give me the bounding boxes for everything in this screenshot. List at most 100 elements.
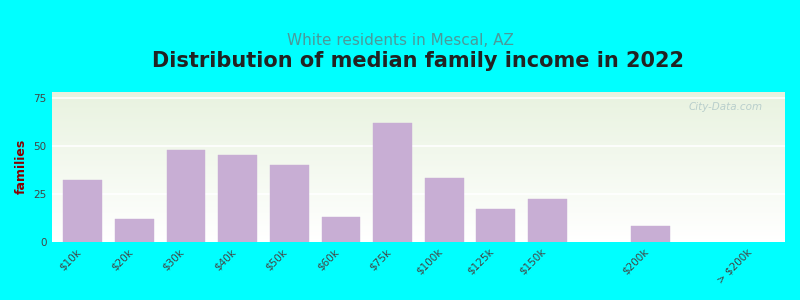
Bar xyxy=(52,180,785,181)
Bar xyxy=(52,141,785,142)
Bar xyxy=(52,120,785,121)
Bar xyxy=(52,212,785,213)
Bar xyxy=(52,143,785,144)
Bar xyxy=(52,146,785,147)
Bar xyxy=(52,169,785,170)
Bar xyxy=(52,137,785,138)
Bar xyxy=(52,205,785,206)
Bar xyxy=(52,155,785,156)
Bar xyxy=(52,112,785,113)
Bar xyxy=(52,118,785,119)
Bar xyxy=(52,136,785,137)
Bar xyxy=(52,238,785,239)
Bar xyxy=(52,199,785,200)
Bar xyxy=(52,200,785,201)
Bar xyxy=(52,156,785,157)
Bar xyxy=(52,168,785,169)
Bar xyxy=(52,189,785,190)
Bar xyxy=(218,155,257,242)
Bar xyxy=(52,164,785,165)
Bar xyxy=(52,171,785,172)
Bar xyxy=(52,107,785,108)
Bar xyxy=(52,236,785,237)
Bar xyxy=(52,125,785,126)
Bar xyxy=(52,111,785,112)
Bar xyxy=(52,191,785,192)
Bar xyxy=(52,126,785,127)
Bar xyxy=(52,131,785,132)
Title: Distribution of median family income in 2022: Distribution of median family income in … xyxy=(152,51,684,71)
Bar xyxy=(52,240,785,241)
Bar xyxy=(52,174,785,175)
Bar xyxy=(52,108,785,109)
Bar xyxy=(52,226,785,227)
Bar xyxy=(52,203,785,204)
Bar xyxy=(52,151,785,152)
Bar xyxy=(52,206,785,207)
Bar xyxy=(52,178,785,179)
Bar xyxy=(52,216,785,217)
Bar xyxy=(52,233,785,234)
Bar xyxy=(52,210,785,211)
Bar xyxy=(52,163,785,164)
Bar xyxy=(52,127,785,128)
Bar xyxy=(52,234,785,235)
Bar xyxy=(52,102,785,103)
Bar xyxy=(52,228,785,229)
Bar xyxy=(52,202,785,203)
Bar xyxy=(52,100,785,101)
Bar xyxy=(52,149,785,150)
Bar xyxy=(52,134,785,135)
Bar xyxy=(52,179,785,180)
Bar xyxy=(52,103,785,104)
Bar xyxy=(52,176,785,177)
Bar xyxy=(52,208,785,209)
Bar xyxy=(52,166,785,167)
Bar xyxy=(52,115,785,116)
Bar xyxy=(52,223,785,224)
Bar xyxy=(52,184,785,185)
Bar xyxy=(115,219,154,242)
Bar xyxy=(52,188,785,189)
Bar xyxy=(52,239,785,240)
Bar xyxy=(52,204,785,205)
Bar xyxy=(52,219,785,220)
Bar xyxy=(52,97,785,98)
Bar xyxy=(52,122,785,123)
Bar xyxy=(52,133,785,134)
Bar xyxy=(52,101,785,102)
Bar xyxy=(52,142,785,143)
Bar xyxy=(52,167,785,168)
Bar xyxy=(425,178,463,242)
Bar xyxy=(52,162,785,163)
Text: White residents in Mescal, AZ: White residents in Mescal, AZ xyxy=(286,33,514,48)
Bar xyxy=(52,222,785,223)
Bar xyxy=(52,98,785,99)
Bar xyxy=(52,114,785,115)
Bar xyxy=(52,124,785,125)
Bar xyxy=(52,153,785,154)
Bar xyxy=(52,217,785,218)
Bar xyxy=(52,165,785,166)
Bar xyxy=(52,152,785,153)
Bar xyxy=(52,220,785,221)
Bar xyxy=(52,93,785,94)
Bar xyxy=(631,226,670,242)
Bar xyxy=(52,190,785,191)
Bar xyxy=(52,197,785,198)
Bar xyxy=(63,180,102,242)
Bar xyxy=(52,215,785,216)
Bar xyxy=(52,94,785,95)
Bar xyxy=(52,214,785,215)
Bar xyxy=(52,224,785,225)
Bar xyxy=(52,139,785,140)
Bar xyxy=(52,181,785,182)
Bar xyxy=(52,157,785,158)
Bar xyxy=(52,109,785,110)
Bar xyxy=(52,187,785,188)
Bar xyxy=(52,121,785,122)
Bar xyxy=(52,140,785,141)
Bar xyxy=(322,217,360,242)
Bar xyxy=(477,209,515,242)
Bar xyxy=(52,232,785,233)
